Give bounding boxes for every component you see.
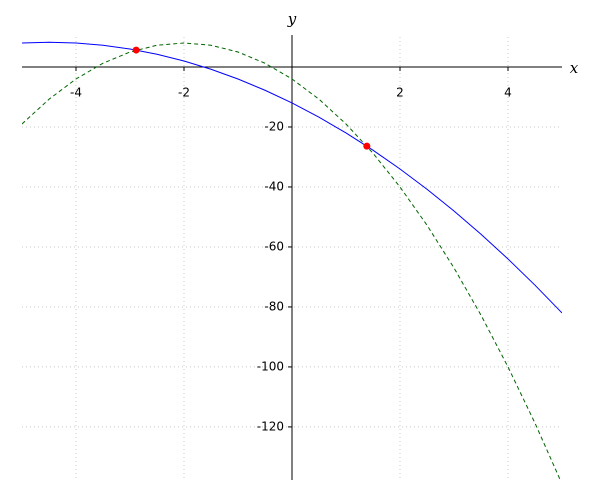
intersection-point [363, 142, 371, 150]
intersection-point [132, 46, 140, 54]
x-tick-label: 2 [396, 85, 404, 99]
curve [22, 41, 562, 314]
x-axis-label: x [570, 59, 579, 77]
x-tick-label: -2 [178, 85, 190, 99]
y-tick-label: -40 [264, 179, 284, 193]
y-tick-label: -100 [257, 359, 284, 373]
y-tick-label: -60 [264, 239, 284, 253]
y-tick-label: -20 [264, 119, 284, 133]
y-axis-label: y [287, 10, 297, 28]
curve [22, 42, 561, 480]
y-tick-label: -80 [264, 299, 284, 313]
y-tick-label: -120 [257, 419, 284, 433]
x-tick-label: 4 [504, 85, 512, 99]
x-tick-label: -4 [70, 85, 82, 99]
plot-area [22, 41, 562, 480]
